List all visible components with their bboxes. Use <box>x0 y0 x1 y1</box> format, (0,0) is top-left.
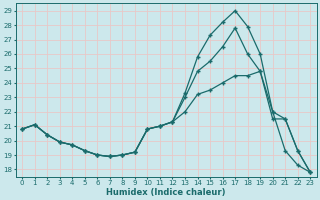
X-axis label: Humidex (Indice chaleur): Humidex (Indice chaleur) <box>107 188 226 197</box>
